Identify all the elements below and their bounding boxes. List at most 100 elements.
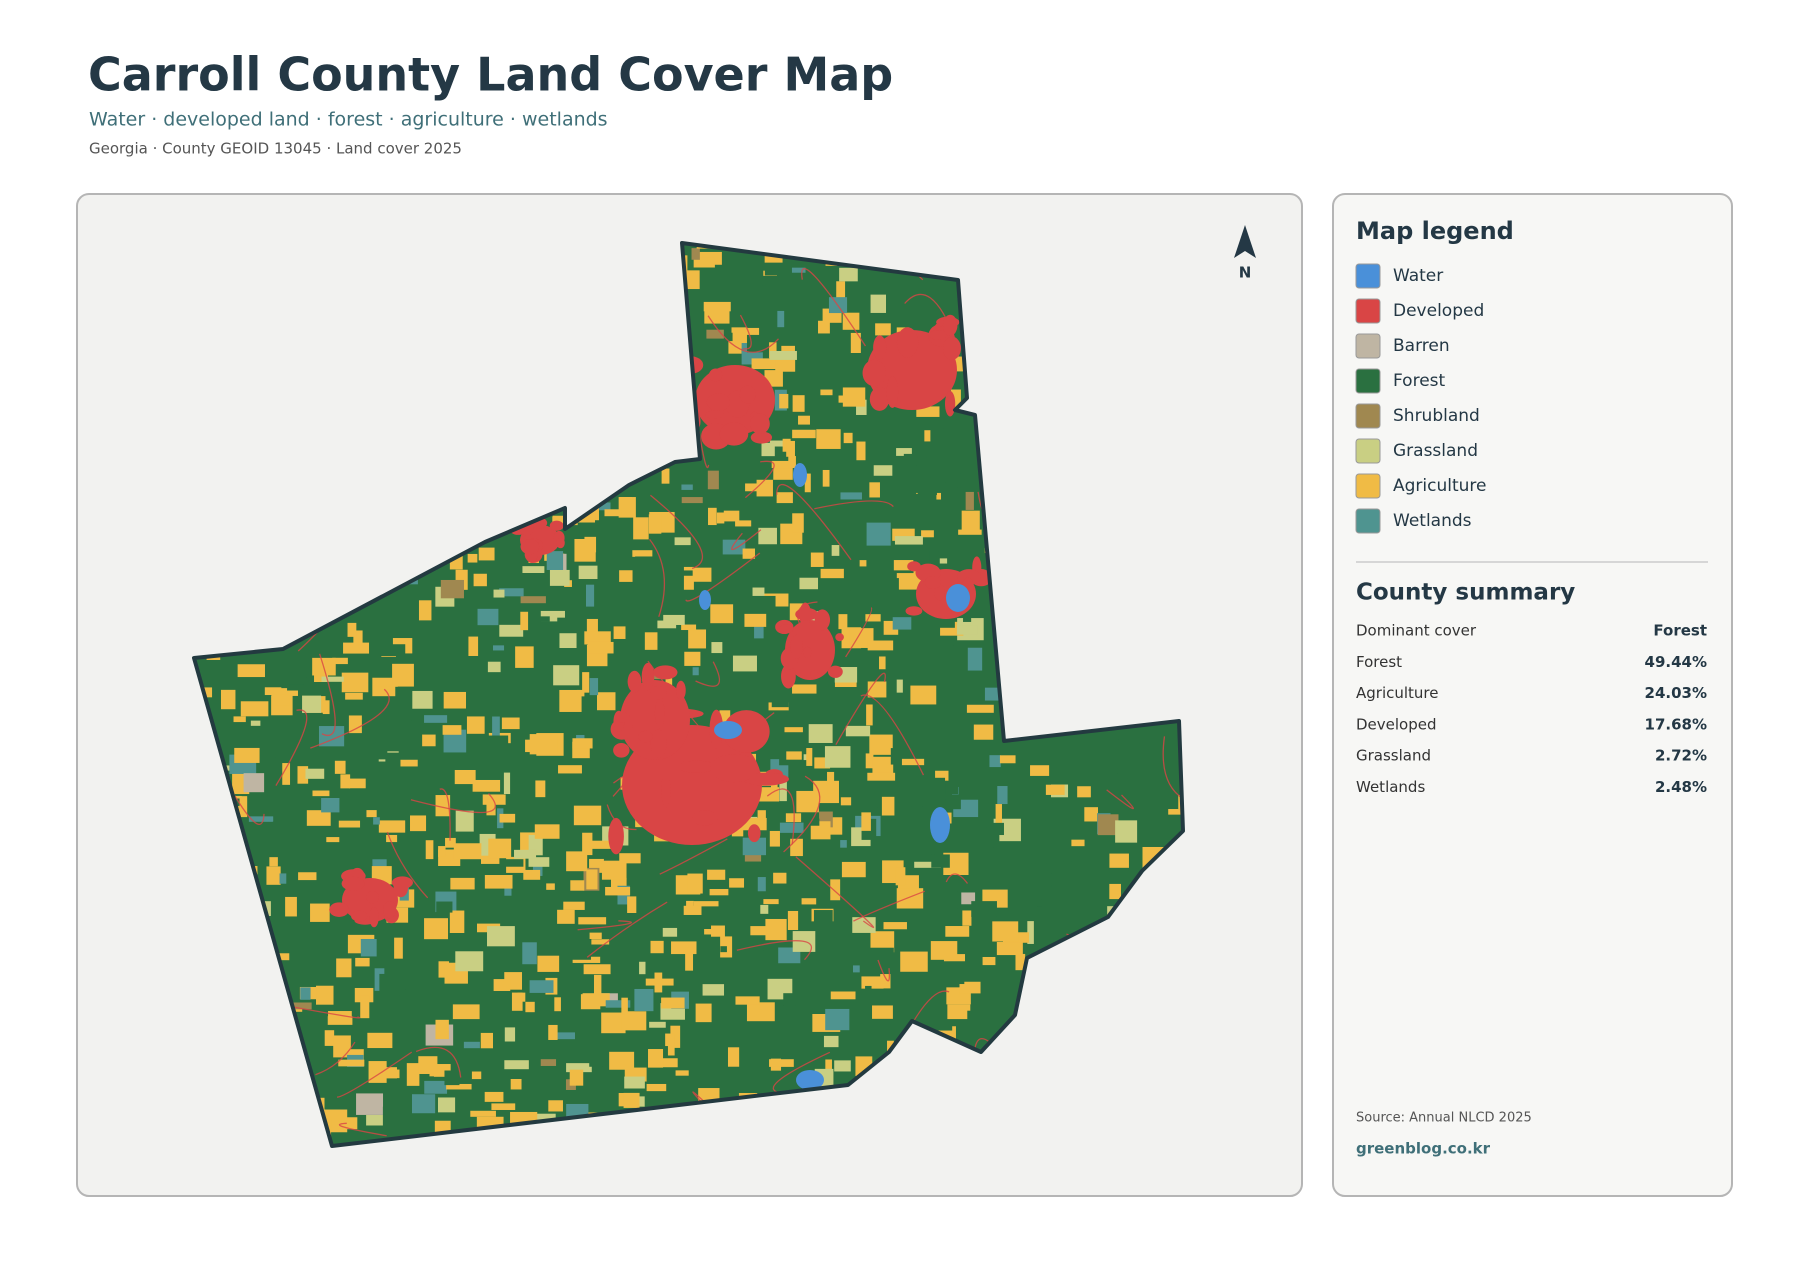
cover-patch xyxy=(522,566,545,574)
cover-patch xyxy=(831,545,840,556)
cover-patch xyxy=(480,1032,493,1049)
cover-patch xyxy=(650,940,664,954)
cover-patch xyxy=(823,1035,839,1048)
developed-area xyxy=(944,390,956,417)
developed-area xyxy=(708,368,723,382)
cover-patch xyxy=(970,956,979,971)
cover-patch xyxy=(377,644,406,657)
meta: Georgia · County GEOID 13045 · Land cove… xyxy=(89,140,462,158)
cover-patch xyxy=(852,986,878,1006)
cover-patch xyxy=(273,688,298,696)
cover-patch xyxy=(903,453,927,466)
cover-patch xyxy=(890,748,901,765)
water-body xyxy=(930,807,950,843)
cover-patch xyxy=(967,1010,978,1024)
cover-patch xyxy=(930,441,957,448)
cover-patch xyxy=(945,473,961,488)
cover-patch xyxy=(665,1033,675,1047)
developed-area xyxy=(613,742,630,758)
developed-area xyxy=(677,760,716,773)
cover-patch xyxy=(654,972,663,993)
cover-patch xyxy=(734,498,757,519)
water-body xyxy=(796,1070,824,1090)
source: Source: Annual NLCD 2025 xyxy=(1356,1111,1532,1126)
cover-patch xyxy=(413,790,438,804)
cover-patch xyxy=(986,822,1004,836)
cover-patch xyxy=(764,738,776,750)
developed-area xyxy=(814,609,831,631)
cover-patch xyxy=(865,614,881,622)
cover-patch xyxy=(425,840,434,860)
developed-area xyxy=(520,539,540,555)
road xyxy=(650,494,703,570)
legend-label: Grassland xyxy=(1393,441,1478,461)
cover-patch xyxy=(861,812,871,831)
cover-patch xyxy=(566,851,588,872)
cover-patch xyxy=(934,840,942,864)
cover-patch xyxy=(585,584,595,607)
cover-patch xyxy=(814,757,831,769)
cover-patch xyxy=(472,779,501,792)
cover-patch xyxy=(623,1092,640,1108)
cover-patch xyxy=(962,910,972,926)
cover-patch xyxy=(453,843,482,860)
cover-patch xyxy=(883,922,907,930)
cover-patch xyxy=(482,794,506,805)
cover-patch xyxy=(418,600,432,621)
cover-patch xyxy=(540,610,565,622)
cover-patch xyxy=(605,886,631,896)
cover-patch xyxy=(491,1103,516,1110)
cover-patch xyxy=(916,406,940,417)
cover-patch xyxy=(869,734,893,755)
cover-patch xyxy=(436,901,453,913)
cover-patch xyxy=(727,1047,740,1067)
cover-patch xyxy=(572,956,601,963)
cover-patch xyxy=(842,387,866,407)
cover-patch xyxy=(305,768,325,779)
road xyxy=(275,709,308,786)
cover-patch xyxy=(558,765,582,774)
cover-patch xyxy=(385,752,401,776)
cover-patch xyxy=(437,1097,456,1113)
developed-area xyxy=(810,670,819,679)
cover-patch xyxy=(1018,809,1046,821)
cover-patch xyxy=(681,624,697,631)
cover-patch xyxy=(1115,820,1138,843)
developed-area xyxy=(556,537,565,549)
developed-area xyxy=(869,387,890,411)
cover-patch xyxy=(442,725,462,735)
cover-patch xyxy=(914,861,941,868)
cover-patch xyxy=(613,626,626,639)
cover-patch xyxy=(287,684,304,691)
cover-patch xyxy=(631,491,652,498)
water-body xyxy=(793,463,807,487)
cover-patch xyxy=(929,551,940,570)
cover-patch xyxy=(813,910,833,933)
cover-patch xyxy=(859,560,867,567)
cover-patch xyxy=(1063,861,1072,882)
cover-patch xyxy=(945,926,970,937)
cover-patch xyxy=(671,965,682,977)
water-body xyxy=(946,584,970,612)
cover-patch xyxy=(589,678,599,696)
cover-patch xyxy=(250,720,261,726)
cover-patch xyxy=(557,617,569,631)
cover-patch xyxy=(343,642,370,654)
cover-patch xyxy=(366,810,377,818)
cover-patch xyxy=(420,874,434,898)
cover-patch xyxy=(798,415,810,425)
cover-patch xyxy=(750,595,776,612)
cover-patch xyxy=(910,685,937,705)
cover-patch xyxy=(473,568,500,574)
cover-patch xyxy=(487,926,515,947)
cover-patch xyxy=(1045,784,1065,795)
cover-patch xyxy=(825,1008,850,1031)
cover-patch xyxy=(875,323,891,336)
cover-patch xyxy=(917,485,937,496)
cover-patch xyxy=(559,689,582,712)
cover-patch xyxy=(865,985,872,1001)
cover-patch xyxy=(781,345,795,355)
developed-area xyxy=(803,646,812,658)
cover-patch xyxy=(1014,899,1042,907)
cover-patch xyxy=(873,465,893,476)
